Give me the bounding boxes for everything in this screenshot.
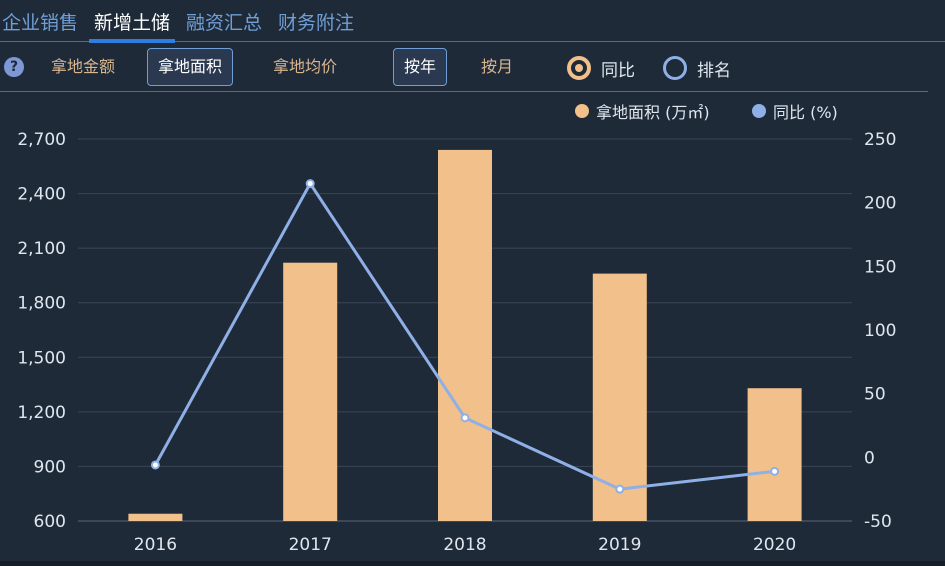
y-left-tick-label: 1,500 xyxy=(17,348,66,368)
point-yoy xyxy=(615,484,625,494)
tab-new-land-reserve[interactable]: 新增土储 xyxy=(89,14,176,43)
radio-selected-icon xyxy=(567,56,591,80)
point-yoy xyxy=(150,460,160,470)
x-tick-label: 2016 xyxy=(134,535,177,555)
radio-yoy[interactable]: 同比 xyxy=(567,55,635,81)
legend-yoy-label: 同比 (%) xyxy=(773,103,838,122)
bar-land-area xyxy=(438,149,492,521)
radio-yoy-label: 同比 xyxy=(601,60,635,81)
tab-enterprise-sales[interactable]: 企业销售 xyxy=(2,12,79,34)
legend-item-area[interactable]: 拿地面积 (万㎡) xyxy=(575,99,710,123)
x-tick-label: 2020 xyxy=(753,535,796,555)
y-left-tick-label: 2,100 xyxy=(17,239,66,259)
bottom-border xyxy=(0,561,945,566)
y-left-tick-label: 1,200 xyxy=(17,403,66,423)
point-yoy xyxy=(770,466,780,476)
x-tick-label: 2017 xyxy=(289,535,332,555)
x-tick-label: 2018 xyxy=(443,535,486,555)
point-yoy xyxy=(305,179,315,189)
top-tab-bar: 企业销售 新增土储 融资汇总 财务附注 xyxy=(0,0,945,43)
y-right-tick-label: 100 xyxy=(864,321,896,341)
metric-land-area-button[interactable]: 拿地面积 xyxy=(147,48,234,86)
period-monthly-button[interactable]: 按月 xyxy=(481,57,514,76)
y-left-tick-label: 900 xyxy=(34,457,66,477)
y-left-tick-label: 600 xyxy=(34,512,66,532)
legend-item-yoy[interactable]: 同比 (%) xyxy=(752,99,838,123)
bar-land-area xyxy=(747,388,802,521)
y-left-tick-label: 2,700 xyxy=(17,130,66,150)
legend-area-label: 拿地面积 (万㎡) xyxy=(596,103,710,122)
y-right-tick-label: 250 xyxy=(864,130,896,150)
y-right-tick-label: -50 xyxy=(864,512,892,532)
bar-land-area xyxy=(592,273,647,521)
y-left-tick-label: 2,400 xyxy=(17,185,66,205)
help-icon[interactable]: ? xyxy=(4,57,24,77)
bar-land-area xyxy=(283,262,338,521)
bar-land-area xyxy=(128,513,183,521)
radio-unselected-icon xyxy=(663,56,687,80)
y-right-tick-label: 200 xyxy=(864,194,896,214)
tab-financing-summary[interactable]: 融资汇总 xyxy=(186,12,263,34)
chart-toolbar: ? 拿地金额 拿地面积 拿地均价 按年 按月 同比 排名 xyxy=(0,46,928,92)
legend-line-swatch-icon xyxy=(752,104,766,118)
metric-land-amount-button[interactable]: 拿地金额 xyxy=(51,57,116,76)
tab-financial-notes[interactable]: 财务附注 xyxy=(278,12,355,34)
metric-land-avg-price-button[interactable]: 拿地均价 xyxy=(273,57,338,76)
y-left-tick-label: 1,800 xyxy=(17,294,66,314)
radio-rank-label: 排名 xyxy=(697,60,731,81)
radio-rank[interactable]: 排名 xyxy=(663,55,731,81)
y-right-tick-label: 50 xyxy=(864,385,886,405)
point-yoy xyxy=(460,413,470,423)
period-yearly-button[interactable]: 按年 xyxy=(393,48,448,86)
y-right-tick-label: 0 xyxy=(864,448,875,468)
legend-bar-swatch-icon xyxy=(575,104,589,118)
y-right-tick-label: 150 xyxy=(864,257,896,277)
x-tick-label: 2019 xyxy=(598,535,641,555)
